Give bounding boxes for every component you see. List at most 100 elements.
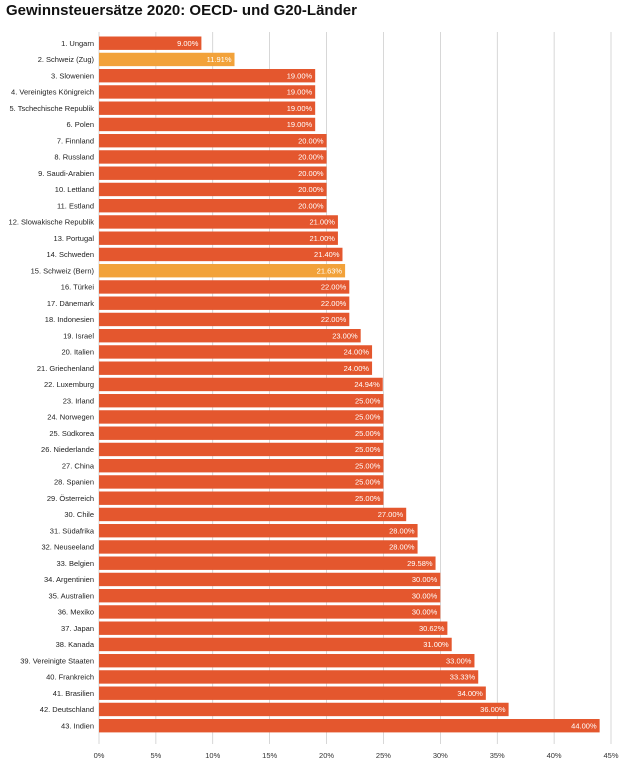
bar: [99, 507, 407, 522]
bar: [99, 654, 475, 668]
bar: [99, 182, 327, 197]
bar: [99, 345, 373, 359]
category-label: 12. Slowakische Republik: [9, 218, 95, 227]
bar: [99, 361, 373, 375]
bar: [99, 231, 338, 245]
category-label: 18. Indonesien: [45, 315, 94, 324]
category-label: 19. Israel: [63, 331, 94, 340]
chart-title: Gewinnsteuersätze 2020: OECD- und G20-Lä…: [6, 2, 357, 19]
value-label: 24.00%: [344, 364, 370, 373]
value-label: 25.00%: [355, 478, 381, 487]
bar: [99, 280, 350, 294]
bar: [99, 150, 327, 164]
x-axis-ticks: 0% 5% 10% 15% 20% 25% 30% 35% 40% 45%: [94, 751, 619, 760]
category-label: 22. Luxemburg: [44, 380, 94, 389]
bar: [99, 296, 350, 310]
category-label: 2. Schweiz (Zug): [38, 55, 95, 64]
bar: [99, 166, 327, 180]
value-label: 31.00%: [423, 640, 449, 649]
category-label: 25. Südkorea: [49, 429, 94, 438]
value-label: 21.40%: [314, 250, 340, 259]
x-tick-label: 20%: [319, 751, 334, 760]
bar: [99, 442, 384, 457]
bar: [99, 312, 350, 327]
value-label: 20.00%: [298, 185, 324, 194]
category-label: 24. Norwegen: [47, 413, 94, 422]
category-label: 15. Schweiz (Bern): [31, 266, 95, 275]
bar: [99, 247, 343, 262]
bar: [99, 134, 327, 148]
bar: [99, 719, 600, 733]
bar: [99, 377, 383, 392]
value-label: 19.00%: [287, 88, 313, 97]
bar: [99, 394, 384, 408]
category-label: 36. Mexiko: [58, 608, 94, 617]
x-tick-label: 45%: [603, 751, 618, 760]
x-tick-label: 40%: [547, 751, 562, 760]
value-label: 36.00%: [480, 705, 506, 714]
category-label: 37. Japan: [61, 624, 94, 633]
value-label: 20.00%: [298, 201, 324, 210]
bar: [99, 686, 486, 700]
category-label: 23. Irland: [63, 396, 94, 405]
bar: [99, 36, 202, 50]
value-label: 27.00%: [378, 510, 404, 519]
bars: [99, 36, 600, 733]
value-label: 25.00%: [355, 445, 381, 454]
x-tick-label: 30%: [433, 751, 448, 760]
category-label: 43. Indien: [61, 721, 94, 730]
bar: [99, 589, 441, 603]
value-label: 30.62%: [419, 624, 445, 633]
category-label: 10. Lettland: [55, 185, 94, 194]
category-label: 11. Estland: [57, 201, 94, 210]
value-label: 30.00%: [412, 575, 438, 584]
category-label: 33. Belgien: [56, 559, 94, 568]
value-label: 24.00%: [344, 348, 370, 357]
value-label: 21.00%: [309, 218, 335, 227]
value-label: 30.00%: [412, 608, 438, 617]
value-label: 33.00%: [446, 656, 472, 665]
category-label: 34. Argentinien: [44, 575, 94, 584]
category-label: 20. Italien: [61, 348, 94, 357]
value-label: 28.00%: [389, 526, 415, 535]
bar: [99, 621, 448, 635]
category-label: 31. Südafrika: [50, 526, 95, 535]
value-label: 30.00%: [412, 591, 438, 600]
bar: [99, 491, 384, 505]
category-label: 8. Russland: [54, 153, 94, 162]
bar: [99, 426, 384, 440]
category-label: 21. Griechenland: [37, 364, 94, 373]
bar: [99, 264, 346, 278]
x-tick-label: 5%: [150, 751, 161, 760]
value-label: 25.00%: [355, 413, 381, 422]
category-label: 26. Niederlande: [41, 445, 94, 454]
category-label: 1. Ungarn: [61, 39, 94, 48]
category-label: 35. Australien: [49, 591, 94, 600]
value-label: 25.00%: [355, 429, 381, 438]
category-label: 39. Vereinigte Staaten: [20, 656, 94, 665]
bar: [99, 524, 418, 538]
value-label: 9.00%: [177, 39, 199, 48]
bar: [99, 670, 479, 684]
value-labels: 9.00% 11.91% 19.00% 19.00% 19.00% 19.00% 20.00…: [177, 39, 597, 731]
x-tick-label: 35%: [490, 751, 505, 760]
category-label: 28. Spanien: [54, 478, 94, 487]
value-label: 28.00%: [389, 543, 415, 552]
category-labels: 1. Ungarn 2. Schweiz (Zug) 3. Slowenien 4. …: [9, 39, 95, 731]
bar: [99, 605, 441, 619]
value-label: 22.00%: [321, 283, 347, 292]
category-label: 7. Finnland: [57, 136, 94, 145]
value-label: 11.91%: [207, 55, 232, 64]
category-label: 30. Chile: [64, 510, 94, 519]
bar: [99, 329, 361, 343]
bar: [99, 556, 436, 570]
category-label: 9. Saudi-Arabien: [38, 169, 94, 178]
category-label: 29. Österreich: [47, 494, 94, 503]
category-label: 42. Deutschland: [40, 705, 94, 714]
category-label: 40. Frankreich: [46, 673, 94, 682]
value-label: 23.00%: [332, 331, 358, 340]
bar: [99, 117, 316, 132]
bar: [99, 69, 316, 83]
value-label: 20.00%: [298, 153, 324, 162]
